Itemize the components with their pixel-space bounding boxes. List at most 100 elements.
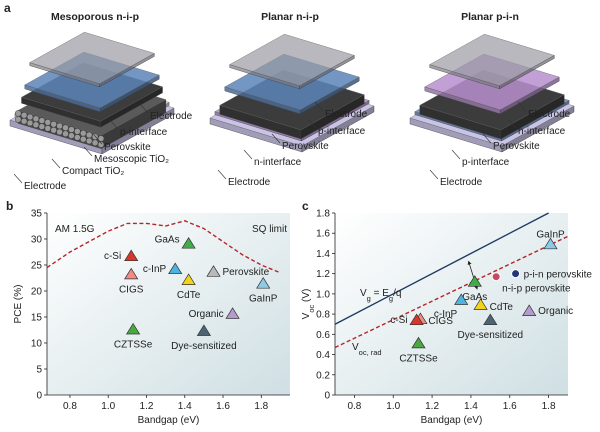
particle [68,126,75,133]
point-label: GaAs [462,292,487,303]
label-part: (V) [301,289,312,305]
leader-line [307,118,317,129]
layer-label: Electrode [228,177,271,188]
y-tick-label: 1.2 [316,269,330,280]
x-tick-label: 1.0 [101,401,115,412]
particle [62,130,69,138]
y-tick-label: 35 [31,209,43,220]
stack-title: Planar n-i-p [261,11,319,23]
layer-label: Perovskite [282,141,329,152]
panel-label: c [302,199,309,213]
label-part: /q [393,288,401,299]
leader-line [451,149,461,160]
x-axis-label: Bandgap (eV) [421,415,483,426]
marker [454,293,469,305]
leader-line [507,118,517,129]
layer-label: Electrode [325,109,368,120]
plot-area [47,213,290,395]
leader-line [93,134,103,145]
point-label: CdTe [490,302,514,313]
line-label: SQ limit [252,224,287,235]
y-tick-label: 1.0 [316,289,330,300]
y-tick-label: 1.4 [316,249,330,260]
particle [26,119,34,127]
particle [44,125,52,132]
layer-label: Electrode [150,111,193,122]
leader-line [243,149,253,160]
leader-line [13,173,23,184]
point-label: CIGS [119,284,144,295]
marker [124,249,139,262]
point-label: CZTSSe [399,353,438,364]
point-label: CdTe [177,290,201,301]
particle [32,121,40,129]
layer-label: Electrode [528,109,571,120]
label-part: g [367,294,371,303]
point-label: Dye-sensitized [458,330,524,341]
particle [74,134,81,141]
label-part: = E [371,288,389,299]
layer-label: Perovskite [493,141,540,152]
particle [85,131,93,139]
label-part: V [360,288,367,299]
panel-label: a [4,1,11,15]
y-tick-label: 25 [31,261,43,272]
reference-line [334,212,549,325]
leader-line [139,103,149,114]
particle [56,122,63,130]
leader-line [271,133,281,144]
point-label: CZTSSe [114,339,153,350]
y-tick-label: 0.4 [316,350,330,361]
x-tick-label: 1.6 [216,401,230,412]
particle [14,116,22,123]
layer-label: Electrode [24,181,67,192]
y-tick-label: 0.2 [316,370,330,381]
layer-label: Mesoscopic TiO₂ [94,154,169,165]
layer-top [29,31,155,85]
y-tick-label: 10 [31,339,43,350]
marker [409,313,424,326]
leader-line [314,101,324,112]
y-tick-label: 30 [31,235,43,246]
reference-line [334,235,569,349]
label-part: oc [307,305,316,313]
y-tick-label: 20 [31,287,43,298]
annotation: AM 1.5G [55,224,95,235]
marker [125,322,141,335]
marker [467,275,482,287]
y-tick-label: 1.6 [316,229,330,240]
leader-line [109,119,119,130]
particle [85,137,93,145]
point-label: CIGS [428,316,453,327]
y-tick-label: 15 [31,313,43,324]
layer-label: p-interface [120,127,168,138]
marker [256,277,271,289]
particle [56,128,63,136]
marker [168,262,183,275]
leader-line [83,146,93,157]
y-tick-label: 5 [36,365,42,376]
leader-line [51,158,61,169]
marker [206,265,221,277]
particle [20,117,28,125]
particle [62,124,69,132]
marker [511,269,521,279]
marker [491,272,501,282]
particle [74,128,81,135]
marker [522,304,537,316]
stack-title: Mesoporous n-i-p [51,11,139,23]
leader-line [429,169,439,180]
layer-top [229,33,355,87]
x-tick-label: 1.2 [140,401,154,412]
layer-label: Electrode [440,177,483,188]
x-tick-label: 0.8 [63,401,77,412]
marker [473,298,488,310]
marker [225,307,240,319]
leader-line [217,169,227,180]
marker [196,324,212,336]
particle [91,139,99,147]
point-label: n-i-p perovskite [502,284,571,295]
marker [543,237,558,250]
layer-label: Compact TiO₂ [62,166,124,177]
